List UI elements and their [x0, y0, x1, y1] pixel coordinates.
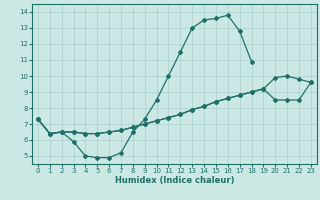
X-axis label: Humidex (Indice chaleur): Humidex (Indice chaleur) [115, 176, 234, 185]
